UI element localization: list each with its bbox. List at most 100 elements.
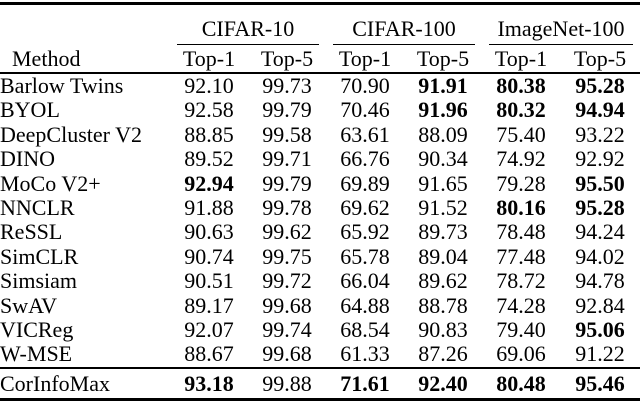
- table-row: VICReg 92.07 99.74 68.54 90.83 79.40 95.06: [0, 317, 640, 343]
- value-cell: 94.94: [575, 97, 625, 123]
- table-row: NNCLR 91.88 99.78 69.62 91.52 80.16 95.28: [0, 195, 640, 221]
- table-row: BYOL 92.58 99.79 70.46 91.96 80.32 94.94: [0, 97, 640, 123]
- subheader-cifar10-top1: Top-1: [182, 45, 236, 71]
- column-group-cifar10-label: CIFAR-10: [201, 16, 295, 41]
- value-cell: 99.68: [262, 292, 312, 318]
- value-cell: 88.78: [418, 292, 468, 318]
- value-cell: 91.22: [575, 341, 625, 367]
- value-cell: 69.62: [340, 195, 390, 221]
- value-cell: 90.51: [184, 268, 234, 294]
- table-row: DINO 89.52 99.71 66.76 90.34 74.92 92.92: [0, 146, 640, 172]
- value-cell: 99.79: [262, 97, 312, 123]
- value-cell: 99.68: [262, 341, 312, 367]
- table-row: W-MSE 88.67 99.68 61.33 87.26 69.06 91.22: [0, 342, 640, 367]
- subheader-imagenet100-top5: Top-5: [573, 45, 627, 71]
- value-cell: 92.94: [184, 170, 234, 196]
- value-cell: 93.18: [184, 370, 234, 396]
- column-group-imagenet100: ImageNet-100: [482, 4, 640, 45]
- value-cell: 99.72: [262, 268, 312, 294]
- table-footer: CorInfoMax 93.18 99.88 71.61 92.40 80.48 95.46: [0, 367, 640, 400]
- value-cell: 65.78: [340, 243, 390, 269]
- value-cell: 95.06: [575, 317, 625, 343]
- value-cell: 89.04: [418, 243, 468, 269]
- method-column-header: Method: [12, 46, 81, 71]
- method-cell: MoCo V2+: [0, 170, 101, 196]
- table-body: Barlow Twins 92.10 99.73 70.90 91.91 80.38 95.…: [0, 73, 640, 368]
- value-cell: 80.16: [496, 195, 546, 221]
- value-cell: 90.74: [184, 243, 234, 269]
- column-group-cifar100-label: CIFAR-100: [352, 16, 456, 41]
- value-cell: 64.88: [340, 292, 390, 318]
- subheader-cifar100-top5: Top-5: [416, 45, 470, 71]
- value-cell: 80.38: [496, 73, 546, 98]
- value-cell: 99.58: [262, 121, 312, 147]
- value-cell: 77.48: [496, 243, 546, 269]
- column-group-cifar100: CIFAR-100: [326, 4, 482, 45]
- subheader-cifar10-top5: Top-5: [260, 45, 314, 71]
- method-cell: DINO: [0, 146, 55, 172]
- value-cell: 74.28: [496, 292, 546, 318]
- value-cell: 92.92: [575, 146, 625, 172]
- value-cell: 95.28: [575, 73, 625, 98]
- table-row: DeepCluster V2 88.85 99.58 63.61 88.09 75.40 9…: [0, 121, 640, 147]
- value-cell: 95.46: [575, 370, 625, 396]
- value-cell: 91.96: [418, 97, 468, 123]
- value-cell: 89.62: [418, 268, 468, 294]
- value-cell: 69.89: [340, 170, 390, 196]
- value-cell: 70.46: [340, 97, 390, 123]
- value-cell: 99.71: [262, 146, 312, 172]
- value-cell: 94.02: [575, 243, 625, 269]
- results-table-container: Method CIFAR-10 CIFAR-100 ImageNet-100: [0, 2, 640, 401]
- value-cell: 91.65: [418, 170, 468, 196]
- cifar100-group-underline: CIFAR-100: [333, 17, 475, 45]
- value-cell: 75.40: [496, 121, 546, 147]
- method-cell: Simsiam: [0, 268, 78, 294]
- value-cell: 88.09: [418, 121, 468, 147]
- value-cell: 99.62: [262, 219, 312, 245]
- value-cell: 87.26: [418, 341, 468, 367]
- method-cell: DeepCluster V2: [0, 121, 142, 147]
- value-cell: 92.07: [184, 317, 234, 343]
- table-row: Barlow Twins 92.10 99.73 70.90 91.91 80.38 95.…: [0, 73, 640, 98]
- value-cell: 99.73: [262, 73, 312, 98]
- value-cell: 92.40: [418, 370, 468, 396]
- value-cell: 89.17: [184, 292, 234, 318]
- value-cell: 79.28: [496, 170, 546, 196]
- method-cell: ReSSL: [0, 219, 63, 245]
- value-cell: 68.54: [340, 317, 390, 343]
- column-group-cifar10: CIFAR-10: [170, 4, 326, 45]
- value-cell: 99.79: [262, 170, 312, 196]
- value-cell: 92.10: [184, 73, 234, 98]
- value-cell: 80.48: [496, 370, 546, 396]
- method-cell: CorInfoMax: [0, 370, 110, 396]
- subheader-row: Top-1 Top-5 Top-1 Top-5 Top-1 Top-5: [0, 45, 640, 73]
- table-row: SimCLR 90.74 99.75 65.78 89.04 77.48 94.02: [0, 243, 640, 269]
- value-cell: 92.84: [575, 292, 625, 318]
- value-cell: 94.78: [575, 268, 625, 294]
- value-cell: 93.22: [575, 121, 625, 147]
- value-cell: 78.48: [496, 219, 546, 245]
- table-row: ReSSL 90.63 99.62 65.92 89.73 78.48 94.24: [0, 219, 640, 245]
- value-cell: 95.50: [575, 170, 625, 196]
- value-cell: 80.32: [496, 97, 546, 123]
- value-cell: 99.74: [262, 317, 312, 343]
- value-cell: 65.92: [340, 219, 390, 245]
- value-cell: 99.78: [262, 195, 312, 221]
- table-row: SwAV 89.17 99.68 64.88 88.78 74.28 92.84: [0, 292, 640, 318]
- value-cell: 91.52: [418, 195, 468, 221]
- column-group-imagenet100-label: ImageNet-100: [497, 16, 625, 41]
- value-cell: 88.67: [184, 341, 234, 367]
- value-cell: 71.61: [340, 370, 390, 396]
- method-cell: SwAV: [0, 292, 58, 318]
- value-cell: 88.85: [184, 121, 234, 147]
- value-cell: 66.04: [340, 268, 390, 294]
- value-cell: 91.91: [418, 73, 468, 98]
- value-cell: 63.61: [340, 121, 390, 147]
- value-cell: 66.76: [340, 146, 390, 172]
- value-cell: 94.24: [575, 219, 625, 245]
- value-cell: 91.88: [184, 195, 234, 221]
- value-cell: 79.40: [496, 317, 546, 343]
- table-row: MoCo V2+ 92.94 99.79 69.89 91.65 79.28 95.50: [0, 170, 640, 196]
- method-cell: NNCLR: [0, 195, 75, 221]
- value-cell: 89.52: [184, 146, 234, 172]
